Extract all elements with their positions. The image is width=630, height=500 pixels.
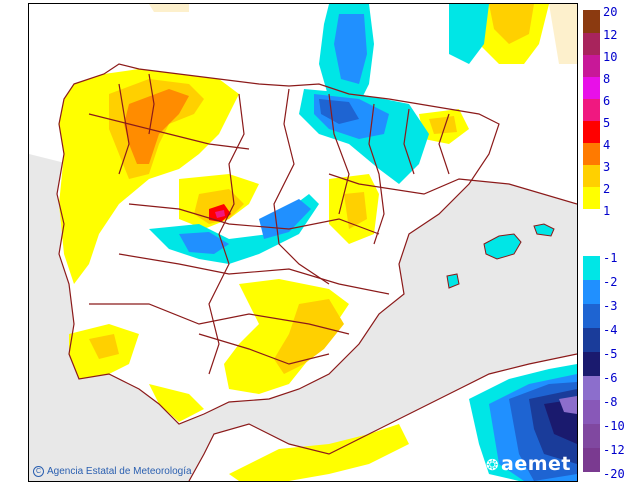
legend-swatch-neg2 — [583, 280, 600, 304]
legend-swatch-neg6 — [583, 376, 600, 400]
france-east-beige — [549, 4, 577, 64]
legend-swatch-4 — [583, 143, 600, 165]
legend-swatch-20 — [583, 10, 600, 33]
legend-swatch-neg1 — [583, 256, 600, 280]
legend-swatch-2 — [583, 187, 600, 209]
legend-swatch-neg5 — [583, 352, 600, 376]
credit-text: Agencia Estatal de Meteorología — [47, 466, 192, 477]
legend-label: -20 — [603, 467, 625, 481]
legend-swatch-5 — [583, 121, 600, 143]
legend-label: 6 — [603, 94, 611, 108]
copyright-icon: C — [33, 465, 44, 477]
legend-swatch-neg8 — [583, 400, 600, 424]
legend-swatch-12 — [583, 33, 600, 55]
balearic-islands — [446, 223, 555, 289]
legend-swatch-neg4 — [583, 328, 600, 352]
legend-swatch-8 — [583, 77, 600, 99]
legend-label: 20 — [603, 5, 618, 19]
legend-label: 10 — [603, 50, 618, 64]
aemet-logo: ❂ aemet — [486, 453, 571, 475]
legend-label: 2 — [603, 182, 611, 196]
legend-swatch-10 — [583, 55, 600, 77]
legend-swatch-neg3 — [583, 304, 600, 328]
logo-text: aemet — [501, 453, 571, 475]
color-legend: 20 12 10 8 6 5 4 3 2 1 -1 -2 -3 -4 -5 -6… — [583, 0, 630, 500]
legend-swatch-6 — [583, 99, 600, 121]
legend-swatch-neg10 — [583, 424, 600, 448]
aemet-swirl-icon: ❂ — [485, 456, 500, 474]
legend-label: -2 — [603, 275, 618, 289]
anomaly-map — [29, 4, 577, 481]
legend-label: 5 — [603, 116, 611, 130]
legend-label: -1 — [603, 251, 618, 265]
legend-label: -6 — [603, 371, 618, 385]
agency-credit: C Agencia Estatal de Meteorología — [33, 465, 192, 477]
legend-swatch-neg12 — [583, 448, 600, 472]
borders — [56, 63, 577, 481]
legend-swatch-3 — [583, 165, 600, 187]
legend-label: -5 — [603, 347, 618, 361]
legend-label: -4 — [603, 323, 618, 337]
legend-label: 4 — [603, 138, 611, 152]
legend-label: 8 — [603, 72, 611, 86]
legend-label: -8 — [603, 395, 618, 409]
legend-label: -3 — [603, 299, 618, 313]
legend-label: 1 — [603, 204, 611, 218]
legend-label: -10 — [603, 419, 625, 433]
legend-label: -12 — [603, 443, 625, 457]
france-west-beige — [149, 4, 189, 12]
legend-label: 3 — [603, 160, 611, 174]
map-frame: C Agencia Estatal de Meteorología ❂ aemet — [28, 3, 578, 482]
legend-label: 12 — [603, 28, 618, 42]
